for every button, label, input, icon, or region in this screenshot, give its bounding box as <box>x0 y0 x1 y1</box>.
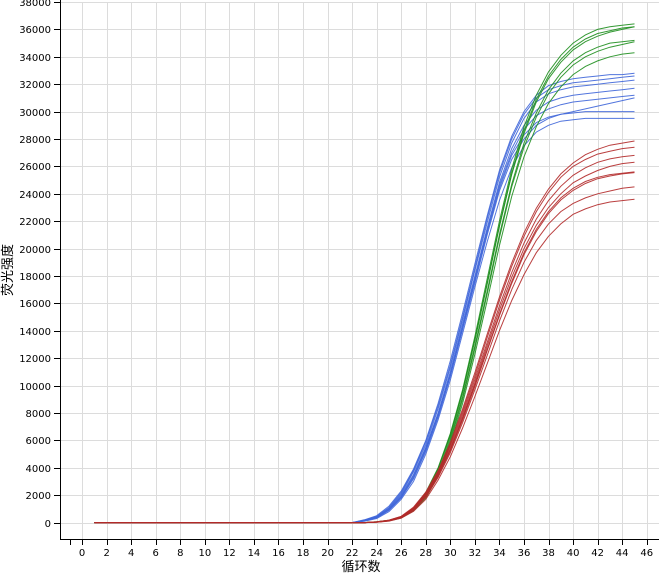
series-lines <box>94 23 635 524</box>
y-tick-label: 4000 <box>26 464 51 475</box>
y-tick-label: 38000 <box>19 0 51 9</box>
x-tick-label: 10 <box>198 548 211 559</box>
series-line <box>94 117 635 524</box>
x-tick-label: 44 <box>616 548 629 559</box>
y-tick-label: 14000 <box>19 327 51 338</box>
series-line <box>94 146 635 524</box>
y-tick-label: 10000 <box>19 382 51 393</box>
x-tick-label: 2 <box>103 548 109 559</box>
x-tick-label: 20 <box>321 548 334 559</box>
x-tick-label: 26 <box>395 548 408 559</box>
y-tick-label: 16000 <box>19 299 51 310</box>
y-tick-label: 8000 <box>26 409 51 420</box>
series-line <box>94 75 635 524</box>
y-tick-label: 6000 <box>26 436 51 447</box>
x-tick-label: 4 <box>128 548 134 559</box>
y-tick-label: 32000 <box>19 80 51 91</box>
y-axis-title: 荧光强度 <box>0 244 16 296</box>
y-tick-label: 24000 <box>19 190 51 201</box>
y-tick-label: 30000 <box>19 108 51 119</box>
x-axis-title: 循环数 <box>341 560 380 574</box>
x-tick-label: 0 <box>79 548 85 559</box>
x-tick-label: 30 <box>444 548 457 559</box>
y-tick-label: 2000 <box>26 491 51 502</box>
grid <box>60 2 659 539</box>
series-line <box>94 97 635 524</box>
series-line <box>94 171 635 524</box>
x-tick-label: 46 <box>640 548 653 559</box>
y-tick-label: 12000 <box>19 354 51 365</box>
series-line <box>94 94 635 524</box>
x-tick-label: 24 <box>370 548 383 559</box>
x-tick-label: 32 <box>469 548 482 559</box>
x-tick-label: 8 <box>177 548 183 559</box>
series-line <box>94 111 635 524</box>
x-tick-label: 14 <box>248 548 261 559</box>
x-tick-label: 22 <box>346 548 359 559</box>
y-tick-label: 18000 <box>19 272 51 283</box>
series-line <box>94 198 635 524</box>
x-tick-label: 42 <box>591 548 604 559</box>
y-tick-label: 28000 <box>19 135 51 146</box>
series-line <box>94 23 635 524</box>
axes <box>54 0 659 545</box>
x-tick-label: 34 <box>493 548 506 559</box>
x-tick-label: 36 <box>518 548 531 559</box>
x-tick-label: 38 <box>542 548 555 559</box>
series-line <box>94 79 635 524</box>
series-line <box>94 72 635 524</box>
series-line <box>94 87 635 524</box>
y-tick-label: 34000 <box>19 53 51 64</box>
series-line <box>94 154 635 524</box>
x-tick-label: 40 <box>567 548 580 559</box>
series-line <box>94 26 635 524</box>
series-line <box>94 172 635 524</box>
tick-labels: 0200040006000800010000120001400016000180… <box>19 0 653 559</box>
x-tick-label: 12 <box>223 548 236 559</box>
x-tick-label: 18 <box>297 548 310 559</box>
series-line <box>94 186 635 524</box>
x-tick-label: 16 <box>272 548 285 559</box>
y-tick-label: 20000 <box>19 245 51 256</box>
series-line <box>94 26 635 524</box>
y-tick-label: 36000 <box>19 25 51 36</box>
x-tick-label: 28 <box>419 548 432 559</box>
x-tick-label: 6 <box>153 548 159 559</box>
y-tick-label: 26000 <box>19 162 51 173</box>
y-tick-label: 22000 <box>19 217 51 228</box>
series-line <box>94 41 635 524</box>
y-tick-label: 0 <box>45 519 51 530</box>
